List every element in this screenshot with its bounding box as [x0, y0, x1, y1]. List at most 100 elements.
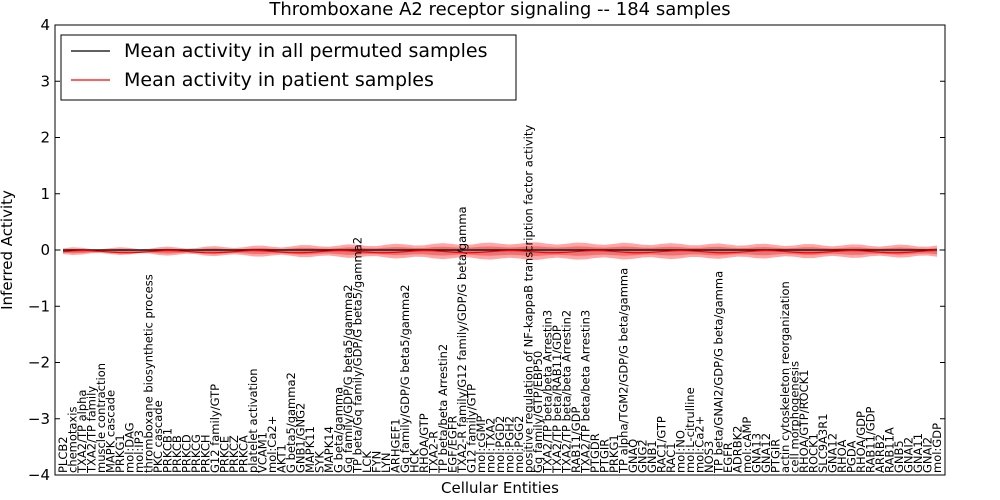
- x-category-label: chemotaxis: [66, 407, 80, 473]
- x-category-label: GNA12: [826, 433, 840, 473]
- x-category-label: TP beta/GNAI2/GDP/G beta/gamma: [712, 271, 726, 474]
- x-category-label: SLC9A3R1: [816, 413, 830, 473]
- x-category-label: mol:PGG2: [512, 416, 526, 473]
- y-tick-label: 4: [40, 16, 50, 34]
- x-category-label: PRKCA: [237, 435, 251, 473]
- x-category-label: ARHGEF1: [389, 418, 403, 473]
- x-category-label: mol:Ca2+: [693, 416, 707, 473]
- x-category-label: TXA2-R: [427, 431, 441, 474]
- y-tick-label: −4: [28, 466, 50, 484]
- x-category-label: mol:NO: [674, 430, 688, 473]
- x-category-label: TXA2/TP alpha: [75, 390, 89, 474]
- x-category-label: MAPK cascade: [104, 390, 118, 473]
- x-category-label: PRKCD: [180, 434, 194, 473]
- x-category-label: mol:PGH2: [503, 416, 517, 473]
- x-category-label: VCAM1: [256, 432, 270, 473]
- x-category-label: mol:cAMP: [740, 417, 754, 473]
- x-category-label: mol:cGMP: [474, 416, 488, 473]
- x-category-label: PTGIR: [769, 439, 783, 473]
- x-category-label: platelet activation: [246, 368, 260, 473]
- x-category-label: RAB11A: [883, 427, 897, 473]
- x-category-label: MAPK14: [322, 426, 336, 473]
- x-category-label: GNB1: [645, 440, 659, 473]
- x-category-label: cell morphogenesis: [788, 361, 802, 473]
- x-category-label: HCK: [408, 448, 422, 473]
- x-category-label: GNG2: [636, 439, 650, 473]
- x-category-label: G12 family/GTP: [465, 384, 479, 473]
- x-category-label: PGDA: [845, 441, 859, 473]
- x-category-label: G beta/gamma: [332, 387, 346, 473]
- x-category-label: thromboxane biosynthetic process: [142, 274, 156, 473]
- x-category-label: mol:IP3: [132, 430, 146, 473]
- x-category-label: PTGDR: [588, 433, 602, 473]
- x-category-label: GNAI2: [921, 437, 935, 473]
- y-tick-label: −3: [28, 410, 50, 428]
- x-category-label: TXA2/TP beta/beta Arrestin3: [541, 310, 555, 474]
- x-category-label: G12 family/GTP: [208, 384, 222, 473]
- legend-label-permuted: Mean activity in all permuted samples: [124, 40, 487, 62]
- x-category-label: mol:TXA2: [484, 418, 498, 473]
- x-category-label: GNB5: [892, 440, 906, 473]
- x-category-label: Gq family/GTP/EBP50: [531, 351, 545, 473]
- x-category-label: positive regulation of NF-kappaB transcr…: [522, 125, 536, 473]
- x-category-label: ADRBK2: [731, 426, 745, 473]
- x-category-label: actin cytoskeleton reorganization: [778, 281, 792, 473]
- x-category-label: LYN: [379, 452, 393, 473]
- series-line-patient: [62, 249, 938, 254]
- y-axis-label: Inferred Activity: [0, 190, 16, 310]
- y-tick-label: 1: [40, 185, 50, 203]
- x-category-label: GNA13: [750, 433, 764, 473]
- x-category-label: FYN: [370, 451, 384, 473]
- x-category-label: muscle contraction: [94, 363, 108, 473]
- x-category-label: PRKCB1: [161, 428, 175, 473]
- x-category-label: ROCK1: [807, 433, 821, 473]
- x-category-label: GNAI2: [902, 437, 916, 473]
- x-category-label: PRKCB: [170, 435, 184, 473]
- x-category-label: PRKCG: [189, 434, 203, 473]
- x-category-label: mol:Ca2+: [265, 416, 279, 473]
- y-axis: −4 −3 −2 −1 0 1 2 3 4: [28, 16, 945, 484]
- x-category-label: PKC cascade: [151, 400, 165, 473]
- x-category-label: TP alpha/TGM2/GDP/G beta/gamma: [617, 268, 631, 474]
- x-category-label: RAC1/GTP: [655, 416, 669, 473]
- x-category-label: PRKG1: [607, 434, 621, 473]
- x-category-label: RAB11/GDP: [864, 406, 878, 473]
- x-category-label: MAPK11: [303, 426, 317, 473]
- legend-frame: [60, 34, 517, 101]
- x-category-label: TP beta/Gq family/GDP/G beta5/gamma2: [351, 237, 365, 474]
- x-category-label: RHOA/GDP: [854, 411, 868, 473]
- x-category-label: mol:L-citrulline: [683, 387, 697, 473]
- x-category-label: GNB1/GNG2: [294, 403, 308, 473]
- x-category-label: mol:GDP: [930, 423, 944, 473]
- x-category-label: TXA2/TP beta/RAB11/GDP: [550, 325, 564, 474]
- x-category-label: mol:PGD2: [493, 416, 507, 473]
- x-category-label: LCK: [360, 451, 374, 473]
- x-category-label: EGFR: [721, 442, 735, 473]
- chart-title: Thromboxane A2 receptor signaling -- 184…: [268, 0, 730, 20]
- x-category-label: PRKG1: [113, 434, 127, 473]
- x-category-label: PRKCH: [199, 434, 213, 473]
- y-tick-label: 0: [40, 241, 50, 259]
- x-category-label: PRKCZ: [227, 435, 241, 473]
- x-category-label: SYK: [313, 451, 327, 473]
- x-category-label: NOS3: [702, 441, 716, 473]
- x-category-label: PTGIR: [598, 439, 612, 473]
- x-category-label: RAC1: [664, 442, 678, 473]
- y-tick-label: 2: [40, 129, 50, 147]
- x-category-label: PLCB2: [56, 436, 70, 473]
- y-tick-label: 3: [40, 72, 50, 90]
- x-category-label: RHOA/GTP: [417, 413, 431, 473]
- x-category-label: Gq family/GDP/G beta5/gamma2: [341, 284, 355, 473]
- x-category-label: TXA2/TP family: [85, 386, 99, 474]
- x-category-label: TXA2-R family/G12 family/GDP/G beta/gamm…: [455, 206, 469, 474]
- y-tick-label: −2: [28, 354, 50, 372]
- x-axis-label: Cellular Entities: [441, 479, 559, 497]
- legend-label-patient: Mean activity in patient samples: [124, 69, 434, 91]
- x-category-label: ARRB2: [873, 434, 887, 473]
- x-category-label: TP beta/beta Arrestin2: [436, 344, 450, 474]
- x-category-label: RHOA/GTP/ROCK1: [797, 370, 811, 474]
- x-category-label: PRKCE: [218, 436, 232, 473]
- x-category-label: GNAQ: [626, 439, 640, 473]
